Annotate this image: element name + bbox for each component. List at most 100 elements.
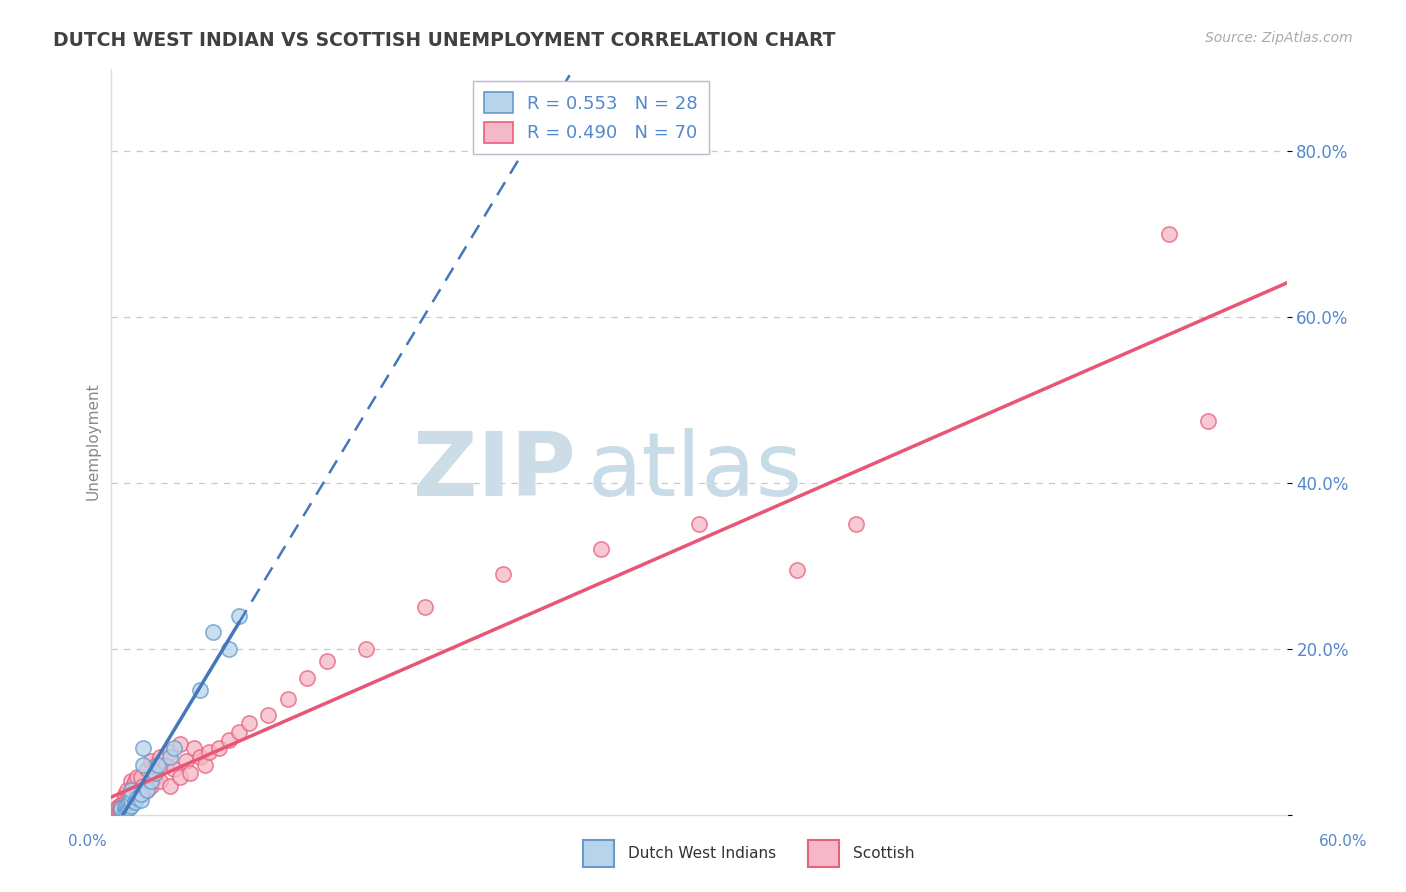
Point (129, 792, 152, 806)
Point (105, 801, 128, 815)
Point (122, 792, 145, 806)
Point (148, 757, 170, 772)
Point (238, 716, 260, 731)
Point (120, 799, 142, 814)
Point (228, 724, 250, 739)
Text: Scottish: Scottish (853, 847, 915, 861)
Point (114, 801, 136, 815)
Point (108, 799, 131, 814)
Point (277, 691, 299, 706)
Point (139, 754, 162, 768)
Point (129, 770, 152, 784)
Legend: R = 0.553   N = 28, R = 0.490   N = 70: R = 0.553 N = 28, R = 0.490 N = 70 (472, 81, 709, 153)
Point (159, 779, 181, 793)
Point (112, 802, 135, 816)
Point (163, 741, 186, 756)
Point (492, 567, 515, 582)
Point (188, 683, 211, 698)
Point (315, 654, 337, 668)
Point (218, 733, 240, 747)
Point (145, 757, 167, 772)
Point (155, 757, 177, 772)
Point (135, 762, 157, 776)
Point (688, 517, 710, 532)
Point (120, 792, 142, 806)
Text: atlas: atlas (588, 428, 803, 515)
Point (183, 741, 205, 756)
Point (118, 789, 141, 804)
Point (159, 749, 181, 764)
Point (114, 795, 136, 809)
Point (138, 779, 160, 793)
Point (139, 779, 162, 793)
Point (845, 517, 868, 532)
Point (354, 641, 377, 656)
Point (125, 791, 148, 805)
Point (1197, 414, 1219, 428)
Point (135, 782, 157, 797)
Point (132, 779, 155, 793)
Text: 60.0%: 60.0% (1319, 834, 1367, 848)
Point (139, 774, 162, 789)
Point (169, 737, 191, 751)
Point (129, 787, 152, 801)
Point (110, 797, 132, 812)
Point (129, 787, 152, 801)
Point (120, 795, 142, 809)
Point (108, 803, 131, 817)
Point (112, 795, 135, 809)
Y-axis label: Unemployment: Unemployment (86, 383, 100, 500)
Point (188, 749, 211, 764)
Point (257, 708, 280, 723)
Point (198, 745, 221, 759)
Point (115, 802, 138, 816)
Text: 0.0%: 0.0% (67, 834, 107, 848)
Point (143, 766, 166, 780)
Point (110, 801, 132, 815)
Point (159, 745, 181, 759)
Point (118, 795, 141, 809)
Point (122, 779, 145, 793)
Point (110, 804, 132, 818)
Point (208, 741, 231, 756)
Point (228, 608, 250, 623)
Point (218, 641, 240, 656)
Point (149, 774, 172, 789)
Point (135, 782, 157, 797)
Point (132, 757, 155, 772)
Point (174, 754, 197, 768)
Point (120, 787, 142, 801)
Point (786, 563, 808, 577)
Text: DUTCH WEST INDIAN VS SCOTTISH UNEMPLOYMENT CORRELATION CHART: DUTCH WEST INDIAN VS SCOTTISH UNEMPLOYME… (53, 31, 837, 50)
Point (120, 774, 142, 789)
Point (114, 803, 136, 817)
Point (105, 804, 128, 818)
Point (120, 782, 142, 797)
Point (413, 600, 436, 615)
Point (297, 671, 319, 685)
Point (179, 766, 201, 780)
Point (115, 799, 138, 814)
Point (591, 542, 613, 557)
Point (143, 770, 166, 784)
Point (114, 787, 136, 801)
Point (124, 795, 146, 809)
Point (149, 749, 172, 764)
Text: Source: ZipAtlas.com: Source: ZipAtlas.com (1205, 31, 1353, 45)
Point (120, 787, 142, 801)
Point (124, 774, 146, 789)
Point (169, 770, 191, 784)
Point (118, 797, 141, 812)
Point (118, 801, 141, 815)
Point (132, 741, 155, 756)
Point (128, 782, 150, 797)
Point (125, 770, 148, 784)
Point (115, 792, 138, 806)
Point (104, 804, 127, 818)
Point (115, 782, 138, 797)
Text: Dutch West Indians: Dutch West Indians (628, 847, 776, 861)
Point (124, 791, 146, 805)
Point (115, 797, 138, 812)
Text: ZIP: ZIP (413, 428, 575, 515)
Point (125, 787, 148, 801)
